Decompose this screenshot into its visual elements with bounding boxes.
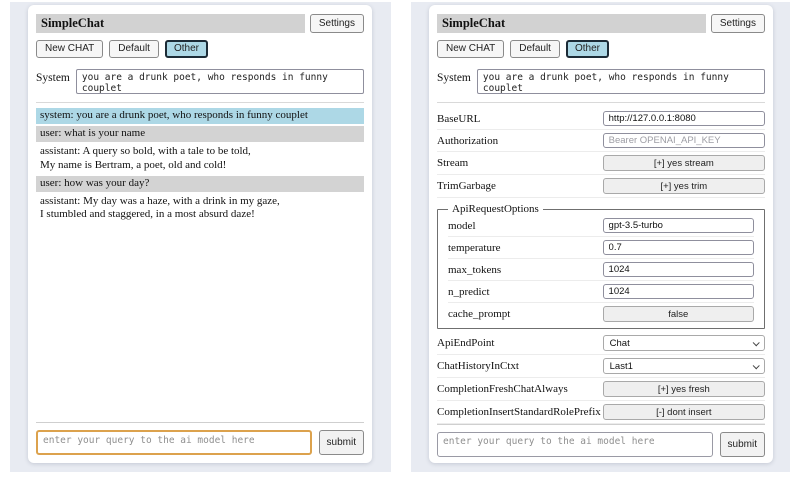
system-prompt-input[interactable]: you are a drunk poet, who responds in fu…: [75, 69, 364, 94]
system-label: System: [437, 72, 471, 84]
new-chat-button[interactable]: New CHAT: [36, 40, 104, 58]
Stream-toggle-button[interactable]: [+] yes stream: [602, 155, 765, 171]
temperature-input[interactable]: [602, 240, 754, 255]
spacer: [36, 225, 364, 422]
system-prompt-input[interactable]: you are a drunk poet, who responds in fu…: [476, 69, 765, 94]
chat-message-user: user: how was your day?: [36, 175, 364, 192]
setting-label: model: [448, 219, 476, 232]
query-input[interactable]: [36, 430, 312, 455]
ApiEndPoint-select[interactable]: Chat: [602, 335, 765, 351]
system-prompt-row: System you are a drunk poet, who respond…: [437, 69, 765, 94]
ChatHistoryInCtxt-select[interactable]: Last1: [602, 358, 765, 374]
chevron-down-icon: [752, 361, 760, 369]
setting-label: n_predict: [448, 285, 490, 298]
app-title: SimpleChat: [41, 16, 105, 30]
chat-message-user: user: what is your name: [36, 126, 364, 143]
session-toolbar: New CHAT Default Other: [437, 40, 765, 58]
chat-panel: SimpleChat Settings New CHAT Default Oth…: [28, 5, 372, 463]
CompletionInsertStandardRolePrefix-toggle-button[interactable]: [-] dont insert: [602, 404, 765, 420]
setting-label: ApiEndPoint: [437, 337, 495, 349]
settings-button[interactable]: Settings: [309, 14, 364, 33]
selected-option: Last1: [609, 360, 633, 372]
setting-label: CompletionInsertStandardRolePrefix: [437, 406, 601, 418]
setting-row-cache_prompt: cache_prompt false: [448, 303, 754, 325]
chevron-down-icon: [752, 338, 760, 346]
setting-row-BaseURL: BaseURL: [437, 108, 765, 130]
session-button-default[interactable]: Default: [109, 40, 159, 58]
setting-row-Authorization: Authorization: [437, 130, 765, 152]
submit-button[interactable]: submit: [719, 432, 765, 457]
api-request-options-rows: model temperature max_tokens n_predictcache…: [448, 215, 754, 325]
setting-row-n_predict: n_predict: [448, 281, 754, 303]
setting-label: CompletionFreshChatAlways: [437, 383, 568, 395]
query-row: submit: [36, 430, 364, 455]
chat-message-system: system: you are a drunk poet, who respon…: [36, 108, 364, 125]
setting-label: BaseURL: [437, 112, 481, 125]
chat-message-assistant: assistant: My day was a haze, with a dri…: [40, 194, 280, 221]
setting-row-max_tokens: max_tokens: [448, 259, 754, 281]
chat-screenshot-tile: SimpleChat Settings New CHAT Default Oth…: [10, 2, 391, 472]
Authorization-input[interactable]: [602, 133, 765, 148]
divider: [36, 102, 364, 103]
query-row: submit: [437, 432, 765, 457]
settings-screenshot-tile: SimpleChat Settings New CHAT Default Oth…: [411, 2, 790, 472]
settings-button[interactable]: Settings: [710, 14, 765, 33]
setting-row-Stream: Stream [+] yes stream: [437, 152, 765, 175]
model-input[interactable]: [602, 218, 754, 233]
divider: [437, 424, 765, 425]
setting-label: Authorization: [437, 134, 499, 147]
system-label: System: [36, 72, 70, 84]
app-header: SimpleChat Settings: [36, 14, 364, 33]
api-request-options-fieldset: ApiRequestOptions model temperature max_to…: [437, 203, 765, 329]
session-button-other[interactable]: Other: [164, 40, 208, 58]
divider: [437, 102, 765, 103]
title-bar: SimpleChat: [437, 14, 706, 33]
chat-message-assistant: assistant: A query so bold, with a tale …: [40, 145, 251, 171]
cache_prompt-toggle-button[interactable]: false: [602, 306, 754, 322]
system-prompt-row: System you are a drunk poet, who respond…: [36, 69, 364, 94]
new-chat-button[interactable]: New CHAT: [437, 40, 505, 58]
max_tokens-input[interactable]: [602, 262, 754, 277]
divider: [36, 422, 364, 423]
session-button-other[interactable]: Other: [565, 40, 609, 58]
setting-label: temperature: [448, 241, 501, 254]
session-button-default[interactable]: Default: [510, 40, 560, 58]
n_predict-input[interactable]: [602, 284, 754, 299]
setting-row-temperature: temperature: [448, 237, 754, 259]
query-input[interactable]: [437, 432, 713, 457]
session-toolbar: New CHAT Default Other: [36, 40, 364, 58]
title-bar: SimpleChat: [36, 14, 305, 33]
fieldset-legend: ApiRequestOptions: [452, 203, 539, 215]
setting-row-CompletionFreshChatAlways: CompletionFreshChatAlways [+] yes fresh: [437, 378, 765, 401]
setting-label: ChatHistoryInCtxt: [437, 360, 519, 372]
settings-rows-bottom: ApiEndPoint Chat ChatHistoryInCtxt Last1 Com…: [437, 332, 765, 424]
settings-rows-top: BaseURL Authorization Stream [+] yes stream…: [437, 108, 765, 198]
app-title: SimpleChat: [442, 16, 506, 30]
chat-log: system: you are a drunk poet, who respon…: [36, 108, 364, 225]
app-header: SimpleChat Settings: [437, 14, 765, 33]
setting-label: Stream: [437, 157, 469, 169]
setting-row-model: model: [448, 215, 754, 237]
setting-label: TrimGarbage: [437, 180, 496, 192]
selected-option: Chat: [609, 337, 630, 349]
setting-row-ChatHistoryInCtxt: ChatHistoryInCtxt Last1: [437, 355, 765, 378]
setting-row-CompletionInsertStandardRolePrefix: CompletionInsertStandardRolePrefix [-] do…: [437, 401, 765, 424]
BaseURL-input[interactable]: [602, 111, 765, 126]
setting-row-ApiEndPoint: ApiEndPoint Chat: [437, 332, 765, 355]
settings-panel: SimpleChat Settings New CHAT Default Oth…: [429, 5, 773, 463]
TrimGarbage-toggle-button[interactable]: [+] yes trim: [602, 178, 765, 194]
setting-label: max_tokens: [448, 263, 502, 276]
submit-button[interactable]: submit: [318, 430, 364, 455]
setting-row-TrimGarbage: TrimGarbage [+] yes trim: [437, 175, 765, 198]
setting-label: cache_prompt: [448, 308, 511, 320]
CompletionFreshChatAlways-toggle-button[interactable]: [+] yes fresh: [602, 381, 765, 397]
